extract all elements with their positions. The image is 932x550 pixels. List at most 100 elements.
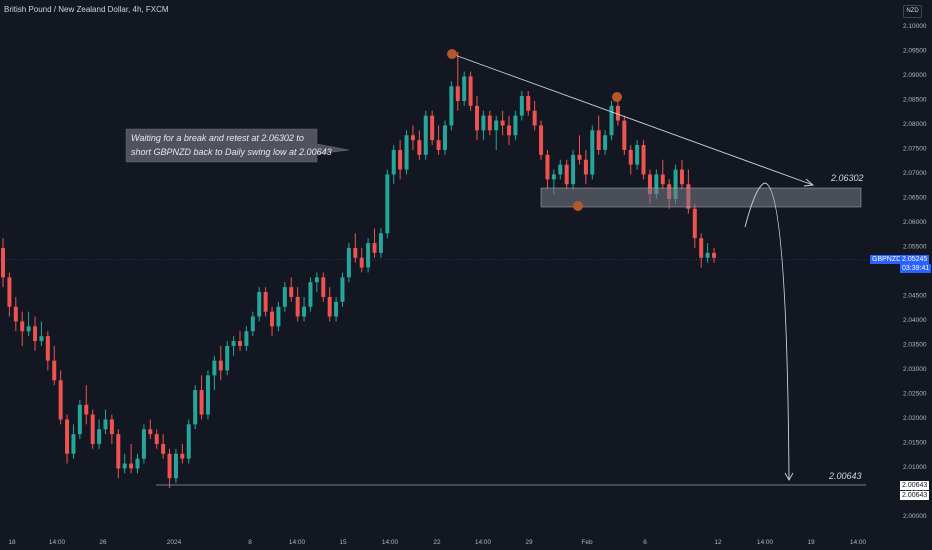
candle[interactable]: [321, 272, 326, 302]
candle[interactable]: [455, 51, 460, 111]
candle[interactable]: [244, 326, 249, 351]
candle[interactable]: [353, 233, 358, 263]
candle[interactable]: [603, 130, 608, 155]
candle[interactable]: [199, 375, 204, 420]
candle[interactable]: [692, 203, 697, 248]
candle[interactable]: [679, 159, 684, 190]
candle[interactable]: [539, 120, 544, 160]
candle[interactable]: [622, 115, 627, 155]
candle[interactable]: [334, 296, 339, 322]
candle[interactable]: [7, 272, 12, 317]
candle[interactable]: [462, 71, 467, 106]
candle[interactable]: [257, 287, 262, 322]
projection-arrow[interactable]: [744, 182, 790, 481]
candle[interactable]: [218, 345, 223, 381]
candle[interactable]: [487, 110, 492, 136]
candle[interactable]: [225, 341, 230, 376]
candle[interactable]: [314, 272, 319, 293]
candle[interactable]: [212, 355, 217, 391]
candle[interactable]: [346, 243, 351, 283]
candle[interactable]: [33, 316, 38, 351]
candle[interactable]: [1, 238, 5, 288]
candle[interactable]: [583, 149, 588, 185]
candle[interactable]: [436, 125, 441, 155]
candle[interactable]: [13, 296, 18, 332]
candle[interactable]: [494, 115, 499, 150]
candle[interactable]: [52, 345, 57, 386]
candle[interactable]: [571, 149, 576, 190]
candle[interactable]: [500, 110, 505, 136]
candle[interactable]: [532, 100, 537, 131]
candle[interactable]: [161, 434, 166, 459]
candle[interactable]: [77, 399, 82, 440]
candle[interactable]: [263, 287, 268, 317]
candle[interactable]: [308, 277, 313, 312]
candle[interactable]: [180, 443, 185, 464]
candle[interactable]: [468, 71, 473, 111]
candle[interactable]: [628, 145, 633, 175]
candle[interactable]: [45, 331, 50, 371]
candle[interactable]: [90, 409, 95, 449]
candle[interactable]: [340, 272, 345, 307]
candle[interactable]: [545, 149, 550, 190]
candle[interactable]: [231, 336, 236, 356]
candle[interactable]: [39, 321, 44, 346]
candle[interactable]: [167, 448, 172, 489]
candle[interactable]: [378, 228, 383, 258]
candle[interactable]: [193, 385, 198, 430]
candle[interactable]: [442, 120, 447, 155]
candle[interactable]: [250, 311, 255, 337]
candle[interactable]: [154, 429, 159, 449]
descending-trendline[interactable]: [451, 53, 814, 186]
candle[interactable]: [385, 169, 390, 239]
candle[interactable]: [712, 247, 716, 263]
candle[interactable]: [391, 145, 396, 185]
candle[interactable]: [148, 419, 153, 440]
candle[interactable]: [71, 424, 76, 459]
candle[interactable]: [20, 311, 25, 346]
candle[interactable]: [84, 385, 89, 425]
candle[interactable]: [641, 140, 646, 180]
candle[interactable]: [122, 453, 127, 474]
candle[interactable]: [282, 282, 287, 312]
candle[interactable]: [449, 81, 454, 131]
candle[interactable]: [173, 448, 178, 484]
candle[interactable]: [238, 331, 242, 351]
candle[interactable]: [635, 140, 640, 170]
candle[interactable]: [475, 96, 479, 141]
candle[interactable]: [103, 409, 108, 435]
candle[interactable]: [410, 125, 415, 150]
candle[interactable]: [481, 110, 486, 141]
candle[interactable]: [270, 306, 275, 337]
candle[interactable]: [295, 287, 300, 322]
candle[interactable]: [372, 228, 377, 258]
candle[interactable]: [141, 424, 146, 464]
candle[interactable]: [65, 414, 70, 464]
candle[interactable]: [609, 100, 614, 141]
candle[interactable]: [302, 296, 307, 322]
candle[interactable]: [327, 287, 332, 322]
resistance-zone[interactable]: [540, 187, 862, 208]
candle[interactable]: [186, 419, 191, 464]
candle[interactable]: [116, 429, 121, 479]
candle[interactable]: [519, 91, 524, 121]
candle[interactable]: [507, 115, 512, 146]
candle[interactable]: [276, 301, 281, 332]
candle[interactable]: [615, 100, 620, 126]
candle[interactable]: [577, 135, 582, 165]
candle[interactable]: [58, 370, 63, 425]
candle[interactable]: [404, 130, 409, 175]
candle[interactable]: [398, 140, 403, 180]
currency-badge[interactable]: NZD: [903, 5, 922, 18]
candle[interactable]: [289, 277, 294, 302]
candle[interactable]: [135, 453, 140, 474]
candle[interactable]: [417, 130, 422, 160]
candle[interactable]: [526, 91, 531, 116]
candle[interactable]: [366, 238, 371, 273]
annotation-callout[interactable]: [125, 128, 350, 163]
candle[interactable]: [109, 414, 114, 444]
candle[interactable]: [423, 110, 428, 160]
candle[interactable]: [97, 419, 102, 449]
candle[interactable]: [590, 125, 595, 180]
